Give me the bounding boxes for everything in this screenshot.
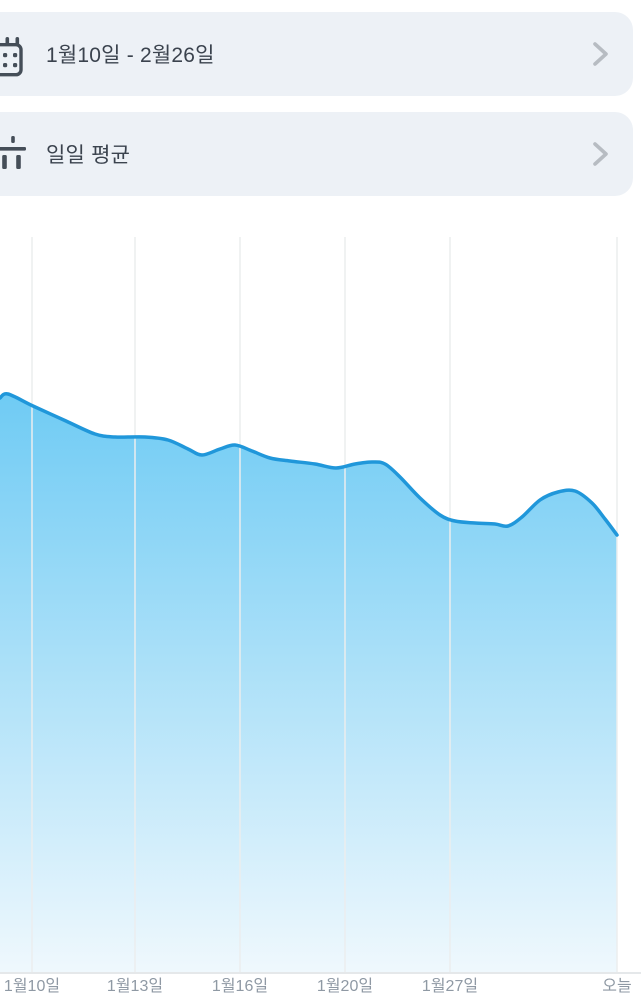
daily-average-row[interactable]: 일일 평균 — [0, 112, 633, 196]
x-tick-label: 1월10일 — [3, 978, 61, 995]
daily-average-label: 일일 평균 — [46, 144, 131, 167]
x-tick-label: 1월27일 — [421, 978, 479, 995]
chevron-right-icon — [593, 142, 608, 166]
daily-average-icon — [0, 136, 26, 169]
calendar-icon — [0, 37, 23, 77]
x-tick-label: 1월16일 — [211, 978, 269, 995]
x-tick-label: 1월20일 — [316, 978, 374, 995]
date-range-row[interactable]: 1월10일 - 2월26일 — [0, 12, 633, 96]
chevron-right-icon — [593, 42, 608, 66]
x-tick-label: 1월13일 — [106, 978, 164, 995]
x-tick-label: 오늘 — [602, 978, 632, 995]
date-range-label: 1월10일 - 2월26일 — [46, 44, 215, 67]
